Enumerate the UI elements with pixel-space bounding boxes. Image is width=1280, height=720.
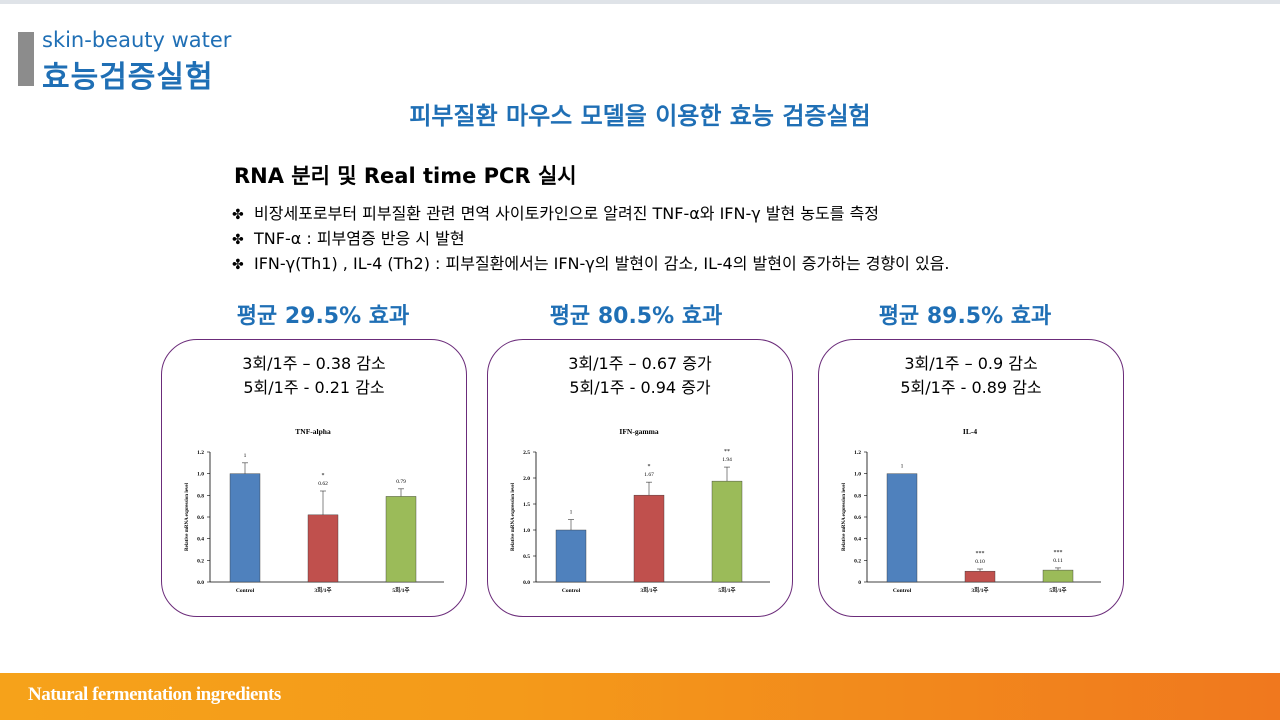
y-tick-label: 1.0 — [854, 472, 861, 478]
significance-mark: *** — [976, 551, 985, 557]
y-tick-label: 0.8 — [854, 493, 861, 499]
panel-note: 3회/1주 – 0.9 감소 — [904, 354, 1038, 373]
chart-title: IFN-gamma — [619, 427, 658, 436]
significance-mark: ** — [724, 449, 730, 455]
y-tick-label: 1.0 — [523, 528, 530, 534]
chart-title: IL-4 — [963, 427, 977, 436]
x-tick-label: 3회/1주 — [314, 586, 331, 594]
y-tick-label: 0.8 — [197, 493, 204, 499]
bar — [1042, 569, 1074, 583]
panel-note: 3회/1주 – 0.38 감소 — [242, 354, 386, 373]
panel-note: 5회/1주 - 0.94 증가 — [569, 378, 711, 397]
bar — [633, 494, 665, 583]
significance-mark: * — [322, 473, 325, 479]
bullet-item: ✤ IFN-γ(Th1) , IL-4 (Th2) : 피부질환에서는 IFN-γ… — [232, 252, 950, 277]
y-tick-label: 2.5 — [523, 450, 530, 456]
data-label: 1.94 — [722, 457, 732, 463]
panel-note: 5회/1주 - 0.21 감소 — [243, 378, 385, 397]
x-tick-label: 3회/1주 — [640, 586, 657, 594]
significance-mark: *** — [1054, 550, 1063, 556]
y-axis-label: Relative mRNA expression level — [511, 482, 516, 551]
result-panel-il4: 3회/1주 – 0.9 감소 5회/1주 - 0.89 감소 IL-4 0 0.2 0… — [818, 339, 1124, 617]
effect-label-tnf: 평균 29.5% 효과 — [236, 304, 410, 329]
bar — [307, 514, 339, 583]
bullet-item: ✤ 비장세포로부터 피부질환 관련 면역 사이토카인으로 알려진 TNF-α와 I… — [232, 202, 950, 227]
y-tick-label: 0.5 — [523, 554, 530, 560]
bar — [711, 480, 743, 583]
y-tick-label: 0.0 — [197, 580, 204, 586]
bar — [964, 570, 996, 583]
y-tick-label: 0.6 — [854, 515, 861, 521]
x-tick-label: 5회/1주 — [1049, 586, 1066, 594]
bar — [886, 473, 918, 583]
four-leaf-clover-icon: ✤ — [232, 232, 244, 248]
data-label: 0.62 — [318, 481, 328, 487]
page-title: 효능검증실험 — [42, 60, 214, 95]
footer-text: Natural fermentation ingredients — [28, 684, 281, 705]
page-subtitle: skin-beauty water — [42, 28, 232, 52]
bar — [229, 473, 261, 583]
data-label: 1 — [244, 453, 247, 459]
title-accent-bar — [18, 32, 34, 86]
x-tick-label: Control — [236, 588, 255, 594]
y-tick-label: 0.4 — [854, 537, 861, 543]
bullet-text: TNF-α : 피부염증 반응 시 발현 — [254, 229, 465, 248]
bar-chart-tnf: TNF-alpha 0.0 0.2 0.4 0.6 0.8 1.0 1.2 Relative m… — [185, 427, 444, 594]
y-tick-label: 1.0 — [197, 472, 204, 478]
bullet-text: IFN-γ(Th1) , IL-4 (Th2) : 피부질환에서는 IFN-γ의… — [254, 254, 950, 273]
data-label: 0.10 — [975, 559, 985, 565]
effect-label-il4: 평균 89.5% 효과 — [878, 304, 1052, 329]
y-tick-label: 0.2 — [197, 558, 204, 564]
y-tick-label: 0.0 — [523, 580, 530, 586]
four-leaf-clover-icon: ✤ — [232, 207, 244, 223]
bullet-text: 비장세포로부터 피부질환 관련 면역 사이토카인으로 알려진 TNF-α와 IF… — [254, 204, 880, 223]
y-tick-label: 1.2 — [854, 450, 861, 456]
panel-note: 3회/1주 – 0.67 증가 — [568, 354, 712, 373]
x-tick-label: Control — [562, 588, 581, 594]
section-title: RNA 분리 및 Real time PCR 실시 — [234, 164, 577, 188]
y-tick-label: 1.5 — [523, 502, 530, 508]
y-tick-label: 0.2 — [854, 558, 861, 564]
result-panel-ifn: 3회/1주 – 0.67 증가 5회/1주 - 0.94 증가 IFN-gamm… — [487, 339, 793, 617]
x-tick-label: 5회/1주 — [392, 586, 409, 594]
significance-mark: * — [648, 464, 651, 470]
y-axis-label: Relative mRNA expression level — [842, 482, 847, 551]
bar — [555, 529, 587, 583]
x-tick-label: Control — [893, 588, 912, 594]
bar — [385, 496, 417, 583]
y-axis-label: Relative mRNA expression level — [185, 482, 190, 551]
four-leaf-clover-icon: ✤ — [232, 257, 244, 273]
chart-title: TNF-alpha — [295, 427, 331, 436]
data-label: 0.79 — [396, 479, 406, 485]
bullet-list: ✤ 비장세포로부터 피부질환 관련 면역 사이토카인으로 알려진 TNF-α와 I… — [232, 202, 950, 277]
effect-label-ifn: 평균 80.5% 효과 — [549, 304, 723, 329]
panel-note: 5회/1주 - 0.89 감소 — [900, 378, 1042, 397]
y-tick-label: 0 — [858, 580, 861, 586]
slide-headline: 피부질환 마우스 모델을 이용한 효능 검증실험 — [409, 102, 871, 130]
x-tick-label: 5회/1주 — [718, 586, 735, 594]
y-tick-label: 1.2 — [197, 450, 204, 456]
x-tick-label: 3회/1주 — [971, 586, 988, 594]
y-tick-label: 0.6 — [197, 515, 204, 521]
footer-bar: Natural fermentation ingredients — [0, 673, 1280, 720]
data-label: 0.11 — [1053, 558, 1063, 564]
y-tick-label: 2.0 — [523, 476, 530, 482]
bullet-item: ✤ TNF-α : 피부염증 반응 시 발현 — [232, 227, 950, 252]
y-tick-label: 0.4 — [197, 537, 204, 543]
bar-chart-il4: IL-4 0 0.2 0.4 0.6 0.8 1.0 1.2 Relative mRNA exp… — [842, 427, 1101, 594]
data-label: 1.67 — [644, 472, 654, 478]
bar-chart-ifn: IFN-gamma 0.0 0.5 1.0 1.5 2.0 2.5 Relative mRNA… — [511, 427, 770, 594]
top-divider — [0, 0, 1280, 4]
result-panel-tnf: 3회/1주 – 0.38 감소 5회/1주 - 0.21 감소 TNF-alph… — [161, 339, 467, 617]
data-label: 1 — [570, 510, 573, 516]
data-label: 1 — [901, 464, 904, 470]
